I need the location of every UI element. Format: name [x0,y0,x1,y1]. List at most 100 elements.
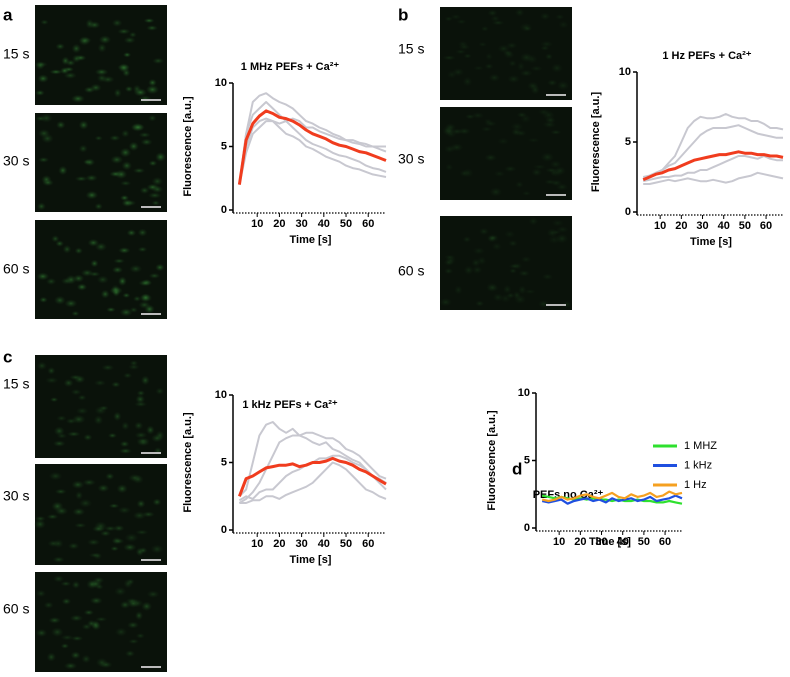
cell [119,147,132,158]
cell [121,199,133,207]
cell [128,638,140,645]
cell [46,513,59,520]
panel-label: d [512,459,522,478]
cell [140,138,153,146]
cell [540,152,555,163]
cell [151,185,164,194]
cell [444,126,456,136]
cell [82,159,92,165]
x-tick-label: 60 [659,536,671,548]
cell [503,50,515,59]
cell [531,168,543,177]
cell [152,498,162,506]
cell [81,623,92,631]
y-tick-label: 10 [215,77,227,89]
cell [117,506,132,514]
cell [151,176,164,186]
cell [121,421,130,431]
cell [37,128,51,138]
cell [83,609,95,616]
cell [117,28,131,35]
cell [81,654,91,664]
cell [52,556,65,563]
cell [557,20,569,29]
cell [551,219,565,227]
cell [104,525,117,532]
cell [111,381,121,388]
cell [114,627,128,637]
y-axis-label: Fluorescence [a.u.] [182,412,194,513]
cell [54,506,69,516]
micrograph [439,216,572,310]
cell [70,388,82,396]
cell [493,170,506,177]
cell [121,129,130,138]
cell [542,121,557,129]
micrograph [35,220,167,319]
cell [497,137,510,146]
cell [128,31,137,38]
micrograph [34,5,167,105]
cell [55,43,66,50]
cell [539,12,551,21]
cell [72,507,86,516]
x-axis-label: Time [s] [690,236,732,248]
y-axis-label: Fluorescence [a.u.] [486,410,498,511]
cell [71,580,81,589]
cell [45,277,57,286]
cell [537,108,550,116]
cell [78,498,93,508]
cell [155,152,167,162]
cell [462,76,473,87]
x-tick-label: 30 [295,538,307,550]
cell [449,143,464,152]
cell [128,141,139,152]
cell [124,85,134,93]
cell [512,290,521,300]
cell [520,256,532,263]
cell [62,244,72,254]
cell [113,586,127,596]
cell [111,266,124,274]
x-tick-label: 50 [638,536,650,548]
y-tick-label: 0 [625,206,631,218]
x-tick-label: 30 [295,218,307,230]
cell [94,68,109,76]
y-tick-label: 0 [524,522,530,534]
y-tick-label: 5 [524,454,530,466]
cell [444,254,456,260]
cell [486,283,500,293]
cell [78,120,89,130]
cell [134,431,148,439]
chart-title: 1 MHz PEFs + Ca²⁺ [241,61,340,73]
x-tick-label: 30 [696,220,708,232]
cell [72,274,85,283]
time-label: 30 s [398,151,424,167]
cell [76,283,88,291]
cell [140,375,150,386]
cell [43,601,54,609]
cell [94,135,103,141]
cell [60,634,75,641]
series-line [541,490,683,503]
cell [85,174,98,182]
cell [508,60,517,67]
cell [36,361,48,371]
x-axis-label: Time [s] [589,536,631,548]
cell [75,407,89,415]
cell [478,41,488,47]
cell [146,590,160,599]
cell [527,137,541,143]
time-label: 60 s [398,263,424,279]
cell [554,13,565,20]
y-tick-label: 10 [619,66,631,78]
cell [132,295,142,302]
cell [488,73,501,82]
cell [39,296,48,303]
cell [94,616,108,622]
scale-bar [141,206,161,208]
cell [94,202,103,210]
legend-label: 1 kHz [684,459,712,471]
cell [95,657,108,668]
series-line [642,150,784,182]
